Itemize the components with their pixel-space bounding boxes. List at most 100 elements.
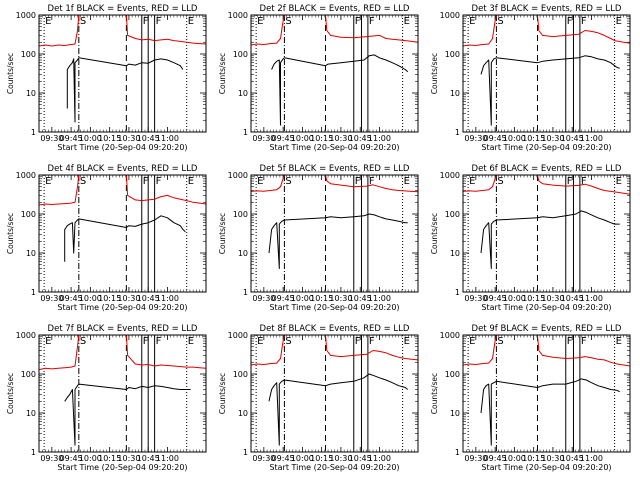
x-axis-label: Start Time (20-Sep-04 09:20:20) xyxy=(481,143,611,152)
x-tick-label: 10:30 xyxy=(117,454,140,463)
plot-frame xyxy=(38,334,207,453)
event-marker-label: S xyxy=(497,16,503,27)
x-tick-label: 10:15 xyxy=(522,454,545,463)
x-tick-label: 09:30 xyxy=(40,134,63,143)
x-tick-label: 11:00 xyxy=(368,454,391,463)
lld-series-line xyxy=(250,174,419,193)
y-tick-label: 1000 xyxy=(440,11,460,20)
y-tick-label: 10 xyxy=(26,89,36,98)
x-tick-label: 10:15 xyxy=(522,294,545,303)
event-marker-label: F xyxy=(156,336,162,347)
event-marker-label: E xyxy=(616,336,622,347)
event-marker-label: S xyxy=(80,336,86,347)
y-tick-label: 100 xyxy=(233,370,248,379)
chart-title: Det 6f BLACK = Events, RED = LLD xyxy=(472,164,622,174)
event-marker-label: F xyxy=(156,176,162,187)
chart-title: Det 8f BLACK = Events, RED = LLD xyxy=(260,324,410,334)
x-tick-label: 10:00 xyxy=(503,294,526,303)
chart-panel: Det 8f BLACK = Events, RED = LLD 1 10 100 10… xyxy=(218,324,419,472)
x-tick-label: 10:45 xyxy=(349,454,372,463)
chart-panel: Det 5f BLACK = Events, RED = LLD 1 10 100 10… xyxy=(218,164,419,312)
event-marker-label: E xyxy=(404,16,410,27)
chart-panel: Det 6f BLACK = Events, RED = LLD 1 10 100 10… xyxy=(430,164,631,312)
x-axis-label: Start Time (20-Sep-04 09:20:20) xyxy=(481,463,611,472)
event-marker-label: E xyxy=(404,336,410,347)
x-tick-label: 09:45 xyxy=(60,134,83,143)
y-tick-label: 1 xyxy=(243,448,248,457)
x-tick-label: 10:45 xyxy=(561,294,584,303)
x-tick-label: 10:45 xyxy=(137,294,160,303)
plot-frame xyxy=(462,334,631,453)
x-tick-label: 10:15 xyxy=(310,294,333,303)
plot-frame xyxy=(250,334,419,453)
events-series-line xyxy=(64,383,191,446)
x-tick-label: 09:45 xyxy=(60,454,83,463)
event-marker-label: F xyxy=(369,336,375,347)
x-axis-label: Start Time (20-Sep-04 09:20:20) xyxy=(57,463,187,472)
x-tick-label: 10:30 xyxy=(541,294,564,303)
x-axis-label: Start Time (20-Sep-04 09:20:20) xyxy=(481,303,611,312)
x-tick-label: 09:45 xyxy=(272,454,295,463)
plot-frame xyxy=(462,174,631,293)
y-tick-label: 100 xyxy=(21,370,36,379)
event-marker-label: F xyxy=(355,336,361,347)
events-series-line xyxy=(268,373,409,446)
x-tick-label: 11:00 xyxy=(156,134,179,143)
y-axis-label: Counts/sec xyxy=(218,213,227,254)
event-marker-label: F xyxy=(143,336,149,347)
y-tick-label: 10 xyxy=(450,89,460,98)
y-tick-label: 1000 xyxy=(440,331,460,340)
event-marker-label: E xyxy=(188,336,194,347)
x-tick-label: 10:45 xyxy=(137,134,160,143)
y-tick-label: 1 xyxy=(243,128,248,137)
event-marker-label: F xyxy=(143,176,149,187)
y-tick-label: 10 xyxy=(26,249,36,258)
y-tick-label: 100 xyxy=(233,210,248,219)
x-tick-label: 10:15 xyxy=(310,454,333,463)
x-tick-label: 10:30 xyxy=(541,134,564,143)
event-marker-label: F xyxy=(581,16,587,27)
x-tick-label: 10:00 xyxy=(503,134,526,143)
event-marker-label: S xyxy=(497,336,503,347)
x-tick-label: 09:30 xyxy=(464,454,487,463)
x-tick-label: 10:30 xyxy=(117,294,140,303)
event-marker-label: E xyxy=(469,16,475,27)
y-tick-label: 1000 xyxy=(16,11,36,20)
x-axis-label: Start Time (20-Sep-04 09:20:20) xyxy=(57,303,187,312)
x-tick-label: 10:00 xyxy=(291,294,314,303)
x-axis-label: Start Time (20-Sep-04 09:20:20) xyxy=(269,303,399,312)
y-tick-label: 100 xyxy=(21,50,36,59)
x-tick-label: 09:45 xyxy=(484,134,507,143)
x-tick-label: 10:15 xyxy=(522,134,545,143)
event-marker-label: F xyxy=(581,336,587,347)
x-tick-label: 10:00 xyxy=(79,134,102,143)
chart-panel: Det 3f BLACK = Events, RED = LLD 1 10 100 10… xyxy=(430,4,631,152)
y-tick-label: 1 xyxy=(31,448,36,457)
x-tick-label: 09:45 xyxy=(60,294,83,303)
y-tick-label: 100 xyxy=(445,210,460,219)
lld-series-line xyxy=(462,174,631,195)
x-tick-label: 10:00 xyxy=(79,294,102,303)
y-tick-label: 1 xyxy=(31,128,36,137)
x-tick-label: 09:30 xyxy=(252,294,275,303)
chart-title: Det 4f BLACK = Events, RED = LLD xyxy=(48,164,198,174)
x-tick-label: 09:45 xyxy=(484,294,507,303)
x-tick-label: 10:00 xyxy=(291,454,314,463)
x-tick-label: 10:00 xyxy=(503,454,526,463)
event-marker-label: E xyxy=(616,16,622,27)
event-marker-label: F xyxy=(355,176,361,187)
y-tick-label: 100 xyxy=(445,370,460,379)
x-tick-label: 09:45 xyxy=(272,294,295,303)
event-marker-label: F xyxy=(567,16,573,27)
chart-title: Det 9f BLACK = Events, RED = LLD xyxy=(472,324,622,334)
y-tick-label: 10 xyxy=(450,409,460,418)
x-tick-label: 10:15 xyxy=(310,134,333,143)
y-tick-label: 1000 xyxy=(228,171,248,180)
x-tick-label: 10:30 xyxy=(117,134,140,143)
y-tick-label: 100 xyxy=(233,50,248,59)
events-series-line xyxy=(480,55,620,126)
event-marker-label: E xyxy=(469,176,475,187)
x-tick-label: 10:15 xyxy=(98,294,121,303)
x-tick-label: 11:00 xyxy=(156,294,179,303)
chart-panel: Det 4f BLACK = Events, RED = LLD 1 10 100 10… xyxy=(6,164,207,312)
